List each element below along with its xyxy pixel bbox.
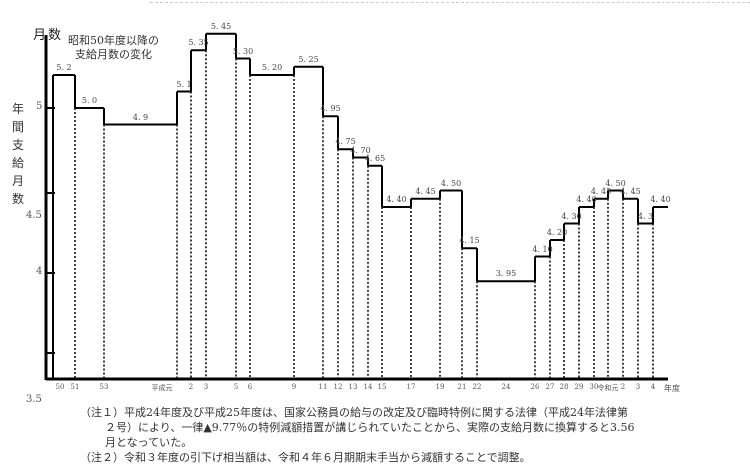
note-1-line-1: （注１）平成24年度及び平成25年度は、国家公務員の給与の改定及び臨時特例に関す… [80, 406, 628, 419]
x-tick-label: 11 [318, 383, 328, 391]
y-tick-label: 5 [36, 101, 43, 112]
x-tick-label: 19 [435, 383, 445, 391]
value-label: 5. 45 [210, 21, 232, 31]
x-tick-label: 28 [559, 383, 569, 391]
value-label: 4. 70 [350, 145, 371, 155]
value-label: 5. 25 [298, 54, 319, 64]
value-label: 4. 3 [637, 211, 654, 221]
x-tick-label: 12 [333, 383, 343, 391]
x-tick-label: 29 [574, 383, 584, 391]
x-tick-label: 令和元 [597, 384, 619, 392]
value-label: 5. 35 [188, 38, 209, 48]
value-label: 4. 50 [440, 178, 462, 188]
value-label: 4. 40 [386, 195, 407, 204]
chart-title-line-1: 昭和50年度以降の [68, 34, 159, 47]
value-label: 4. 20 [546, 228, 568, 237]
x-tick-label: 17 [406, 383, 416, 391]
y-tick-label: 4.5 [26, 210, 42, 221]
x-tick-label: 27 [545, 383, 555, 391]
value-label: 4. 45 [620, 186, 641, 196]
value-label: 4. 30 [561, 211, 582, 221]
value-label: 4. 10 [532, 244, 553, 254]
value-label: 5. 30 [232, 46, 254, 56]
x-tick-label: 51 [70, 383, 80, 391]
note-2: （注２）令和３年度の引下げ相当額は、令和４年６月期期末手当から減額することで調整… [80, 451, 531, 464]
x-tick-label: 3 [635, 383, 641, 391]
x-tick-label: 50 [55, 383, 65, 391]
y-tick-label: 3.5 [26, 394, 42, 405]
value-label: 4. 65 [364, 153, 386, 163]
note-1-line-3: 月となっていた。 [105, 436, 193, 449]
value-label: 4. 40 [650, 195, 671, 204]
x-tick-label: 3 [203, 383, 209, 391]
value-label: 4. 15 [459, 236, 480, 246]
value-label: 4. 75 [335, 137, 356, 147]
x-tick-label: 平成元 [151, 384, 173, 392]
x-tick-label: 24 [501, 383, 511, 391]
value-label: 5. 2 [56, 63, 72, 72]
x-axis-title: 年度 [664, 384, 680, 393]
note-1-line-2: ２号）により、一律▲9.77％の特例減額措置が講じられていたことから、実際の支給… [105, 421, 635, 434]
x-tick-label: 6 [247, 383, 253, 391]
x-tick-label: 2 [620, 383, 626, 391]
x-tick-label: 9 [291, 383, 297, 391]
value-label: 4. 95 [320, 104, 341, 114]
x-tick-label: 22 [472, 383, 482, 391]
value-label: 4. 45 [590, 186, 612, 196]
chart-title-line-2: 支給月数の変化 [75, 48, 152, 61]
x-tick-label: 13 [348, 383, 358, 391]
value-label: 3. 95 [495, 269, 517, 279]
value-label: 5. 0 [81, 96, 98, 105]
value-label: 4. 50 [605, 178, 626, 188]
x-tick-label: 26 [530, 383, 540, 391]
x-tick-label: 15 [377, 383, 387, 391]
value-label: 4. 45 [415, 186, 436, 196]
x-tick-label: 53 [99, 383, 109, 391]
header-divider [150, 2, 750, 3]
x-tick-label: 5 [233, 383, 239, 391]
x-tick-label: 21 [457, 383, 467, 391]
x-tick-label: 2 [188, 383, 194, 391]
value-label: 4. 40 [576, 195, 597, 204]
x-tick-label: 14 [363, 383, 373, 391]
step-chart [44, 32, 668, 381]
value-label: 5. 20 [261, 63, 283, 72]
y-axis-label: 年間支給月数 [12, 102, 25, 206]
y-tick-label: 4 [36, 266, 43, 277]
chart-title: 昭和50年度以降の 支給月数の変化 [68, 34, 159, 62]
value-label: 5. 1 [176, 79, 192, 89]
x-tick-label: 4 [650, 383, 656, 391]
notes: （注１）平成24年度及び平成25年度は、国家公務員の給与の改定及び臨時特例に関す… [80, 405, 730, 465]
x-tick-label: 30 [589, 383, 599, 391]
value-label: 4. 9 [132, 112, 149, 122]
